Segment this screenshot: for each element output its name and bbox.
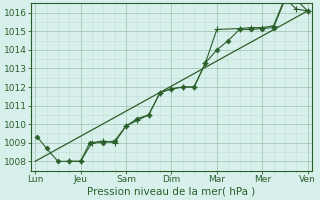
X-axis label: Pression niveau de la mer( hPa ): Pression niveau de la mer( hPa )	[87, 187, 256, 197]
